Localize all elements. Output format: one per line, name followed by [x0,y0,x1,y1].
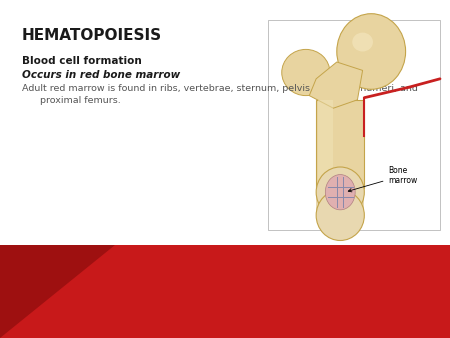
Polygon shape [0,245,115,338]
Ellipse shape [337,14,405,89]
Bar [0,245,450,338]
Ellipse shape [316,190,364,241]
Bar [316,100,364,188]
Bar [268,20,440,230]
Ellipse shape [282,49,330,96]
Ellipse shape [325,174,355,210]
Text: Occurs in red bone marrow: Occurs in red bone marrow [22,70,180,80]
Ellipse shape [352,32,373,51]
Bar [316,192,325,215]
Text: HEMATOPOIESIS: HEMATOPOIESIS [22,28,162,43]
Text: Bone
marrow: Bone marrow [348,166,418,192]
Bar [318,100,333,188]
Bar [355,192,364,215]
Text: proximal femurs.: proximal femurs. [22,96,121,105]
Text: Adult red marrow is found in ribs, vertebrae, sternum, pelvis, proximal humeri, : Adult red marrow is found in ribs, verte… [22,84,418,93]
Bar [0,0,450,245]
Polygon shape [309,62,363,108]
Text: Blood cell formation: Blood cell formation [22,56,142,66]
Ellipse shape [316,167,364,217]
